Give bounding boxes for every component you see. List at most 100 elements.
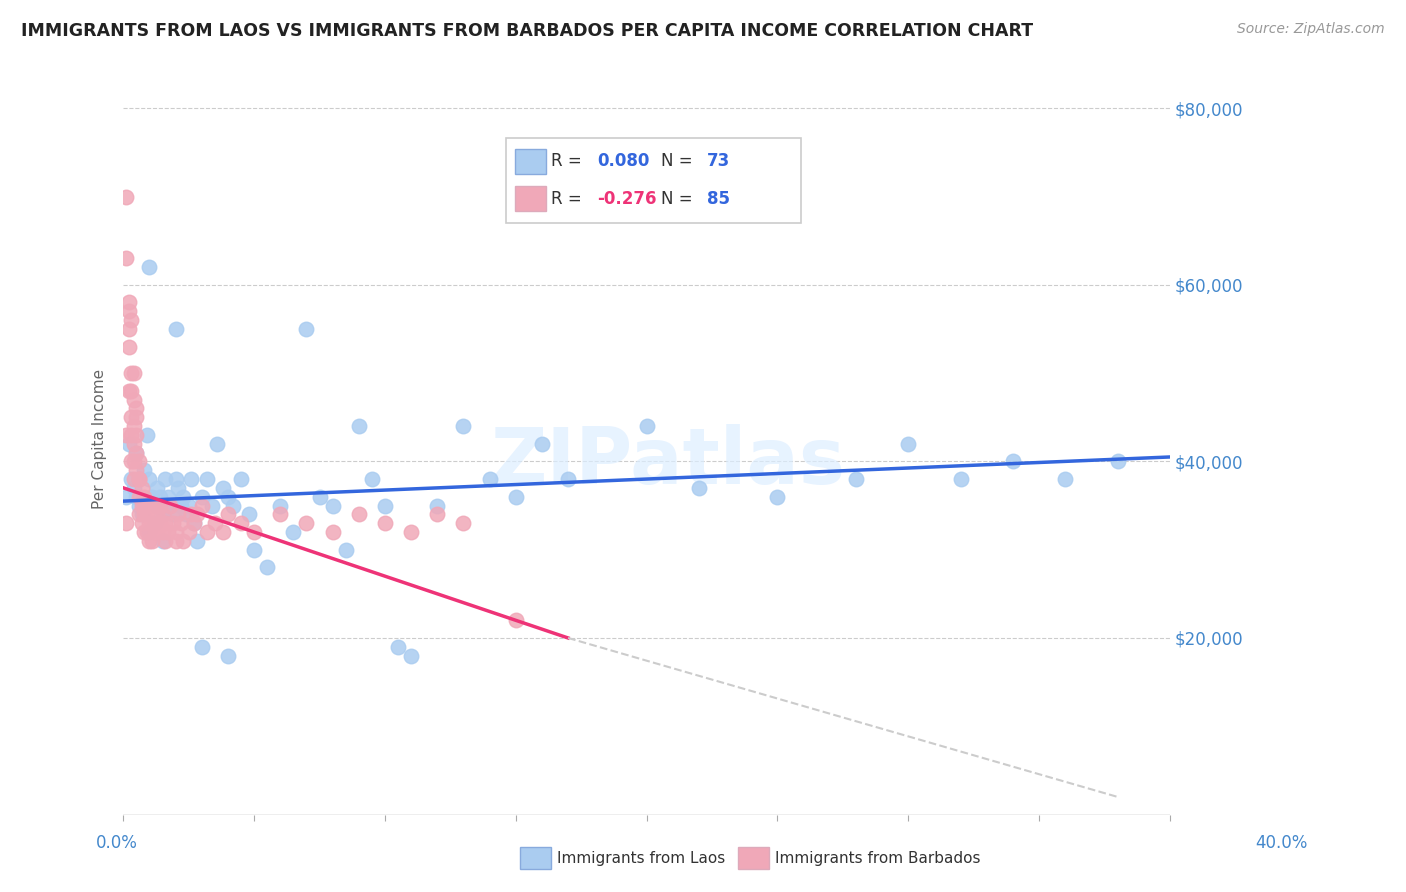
Text: 73: 73 bbox=[707, 153, 731, 170]
Point bbox=[165, 533, 187, 548]
Point bbox=[845, 472, 868, 486]
Point bbox=[1107, 454, 1129, 468]
Point bbox=[128, 508, 150, 522]
Point bbox=[117, 304, 139, 318]
Point bbox=[156, 490, 179, 504]
Point bbox=[322, 524, 344, 539]
Point bbox=[138, 533, 160, 548]
Point bbox=[217, 648, 239, 663]
Point bbox=[688, 481, 710, 495]
Point bbox=[115, 252, 138, 266]
Point bbox=[125, 490, 148, 504]
Point bbox=[117, 322, 139, 336]
Text: Immigrants from Laos: Immigrants from Laos bbox=[557, 851, 725, 865]
Point bbox=[162, 508, 184, 522]
Point bbox=[134, 499, 156, 513]
Point bbox=[322, 499, 344, 513]
Text: N =: N = bbox=[661, 190, 697, 208]
Point bbox=[217, 490, 239, 504]
Point bbox=[141, 516, 163, 531]
Point bbox=[295, 516, 318, 531]
Text: R =: R = bbox=[551, 190, 588, 208]
Point bbox=[949, 472, 972, 486]
Text: -0.276: -0.276 bbox=[598, 190, 657, 208]
Point bbox=[186, 508, 208, 522]
Point bbox=[347, 508, 370, 522]
Point bbox=[283, 524, 305, 539]
Point bbox=[201, 499, 224, 513]
Point bbox=[222, 499, 245, 513]
Point bbox=[453, 419, 475, 434]
Text: Source: ZipAtlas.com: Source: ZipAtlas.com bbox=[1237, 22, 1385, 37]
Point bbox=[128, 499, 150, 513]
Point bbox=[243, 542, 266, 557]
Point bbox=[149, 499, 172, 513]
Point bbox=[131, 508, 153, 522]
Point bbox=[141, 533, 163, 548]
Point bbox=[238, 508, 260, 522]
Point bbox=[374, 516, 396, 531]
Point bbox=[120, 454, 142, 468]
Text: 85: 85 bbox=[707, 190, 730, 208]
Point bbox=[134, 524, 156, 539]
Point bbox=[131, 481, 153, 495]
Point bbox=[152, 533, 174, 548]
Point bbox=[211, 481, 233, 495]
Point bbox=[269, 499, 291, 513]
Point bbox=[143, 499, 166, 513]
Point bbox=[120, 313, 142, 327]
Text: 0.080: 0.080 bbox=[598, 153, 650, 170]
Point bbox=[399, 648, 422, 663]
Point bbox=[360, 472, 382, 486]
Point bbox=[138, 516, 160, 531]
Point bbox=[308, 490, 330, 504]
Point bbox=[186, 533, 208, 548]
Point bbox=[117, 436, 139, 450]
Point bbox=[165, 524, 187, 539]
Point bbox=[135, 524, 157, 539]
Point bbox=[125, 428, 148, 442]
Point bbox=[146, 524, 169, 539]
Y-axis label: Per Capita Income: Per Capita Income bbox=[93, 369, 107, 509]
Point bbox=[122, 472, 145, 486]
Text: R =: R = bbox=[551, 153, 588, 170]
Point bbox=[128, 490, 150, 504]
Text: 40.0%: 40.0% bbox=[1256, 834, 1308, 852]
Point bbox=[122, 481, 145, 495]
Text: IMMIGRANTS FROM LAOS VS IMMIGRANTS FROM BARBADOS PER CAPITA INCOME CORRELATION C: IMMIGRANTS FROM LAOS VS IMMIGRANTS FROM … bbox=[21, 22, 1033, 40]
Point bbox=[153, 533, 176, 548]
Point bbox=[149, 490, 172, 504]
Point bbox=[115, 490, 138, 504]
Point bbox=[177, 524, 200, 539]
Point bbox=[172, 533, 194, 548]
Point bbox=[138, 499, 160, 513]
Point bbox=[243, 524, 266, 539]
Point bbox=[269, 508, 291, 522]
Point bbox=[138, 260, 160, 274]
Point bbox=[897, 436, 920, 450]
Point bbox=[177, 499, 200, 513]
Point bbox=[195, 472, 218, 486]
Point bbox=[153, 472, 176, 486]
Point bbox=[122, 436, 145, 450]
Point bbox=[134, 463, 156, 477]
Point bbox=[138, 524, 160, 539]
Point bbox=[159, 499, 181, 513]
Point bbox=[115, 428, 138, 442]
Point bbox=[256, 560, 278, 574]
Point bbox=[478, 472, 501, 486]
Point bbox=[229, 516, 252, 531]
Text: Immigrants from Barbados: Immigrants from Barbados bbox=[775, 851, 980, 865]
Point bbox=[120, 428, 142, 442]
Point bbox=[207, 436, 229, 450]
Point bbox=[138, 472, 160, 486]
Point bbox=[134, 508, 156, 522]
Point bbox=[174, 508, 197, 522]
Point bbox=[128, 472, 150, 486]
Point bbox=[162, 516, 184, 531]
Point bbox=[122, 392, 145, 407]
Point bbox=[120, 472, 142, 486]
Point bbox=[766, 490, 789, 504]
Point bbox=[120, 384, 142, 398]
Point bbox=[135, 499, 157, 513]
